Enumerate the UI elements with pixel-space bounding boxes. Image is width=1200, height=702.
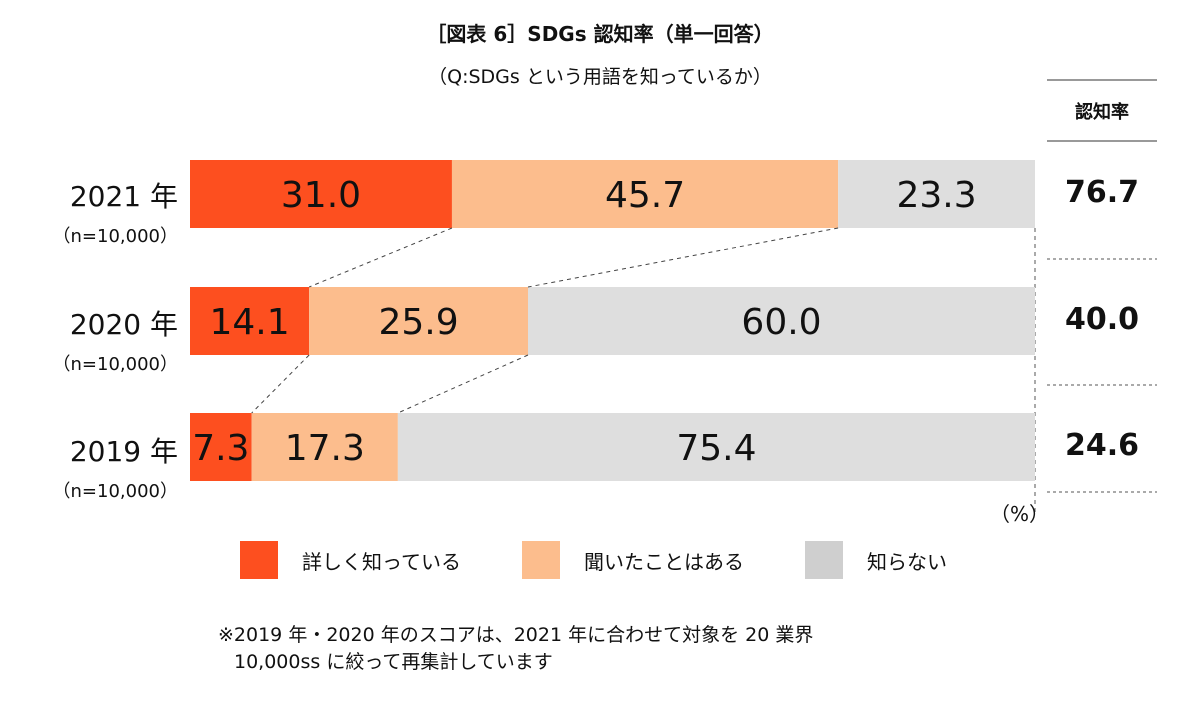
bar-2019-detail <box>190 413 252 481</box>
awareness-rate-2021: 76.7 <box>1064 175 1140 210</box>
connector-2020-2019-heard <box>397 354 529 414</box>
connector-2021-2020-detail <box>308 227 453 288</box>
bar-2019-unknown <box>397 413 1035 481</box>
data-label-2020-unknown: 60.0 <box>741 302 821 343</box>
connector-2021-2020-heard <box>527 227 839 288</box>
legend-label-detail: 詳しく知っている <box>302 549 461 574</box>
data-label-2021-unknown: 23.3 <box>896 175 976 216</box>
legend-swatch-heard <box>522 541 560 579</box>
data-label-2021-detail: 31.0 <box>281 175 361 216</box>
chart-title: ［図表 6］SDGs 認知率（単一回答） <box>426 22 774 46</box>
year-label-2021: 2021 年 <box>69 180 178 213</box>
data-label-2019-detail: 7.3 <box>192 428 249 469</box>
year-label-2019: 2019 年 <box>69 435 178 468</box>
bar-2019-heard <box>251 413 398 481</box>
year-label-2020: 2020 年 <box>69 308 178 341</box>
awareness-rate-2020: 40.0 <box>1064 302 1140 337</box>
legend-label-unknown: 知らない <box>867 549 947 574</box>
awareness-rate-header: 認知率 <box>1075 102 1129 123</box>
data-label-2019-heard: 17.3 <box>285 428 365 469</box>
data-label-2020-heard: 25.9 <box>378 302 458 343</box>
data-label-2020-detail: 14.1 <box>209 302 289 343</box>
bar-2020-detail <box>190 287 310 355</box>
legend-swatch-unknown <box>805 541 843 579</box>
legend-item-detail: 詳しく知っている <box>240 540 461 580</box>
data-label-2019-unknown: 75.4 <box>676 428 756 469</box>
sample-size-2021: （n=10,000） <box>52 226 178 247</box>
chart-subtitle: （Q:SDGs という用語を知っているか） <box>428 66 772 88</box>
legend-swatch-detail <box>240 541 278 579</box>
footnote-line-1: ※2019 年・2020 年のスコアは、2021 年に合わせて対象を 20 業界 <box>218 624 814 646</box>
connector-2020-2019-detail <box>251 354 310 414</box>
footnote: ※2019 年・2020 年のスコアは、2021 年に合わせて対象を 20 業界… <box>218 622 813 676</box>
footnote-line-2: 10,000ss に絞って再集計しています <box>234 651 553 673</box>
sample-size-2019: （n=10,000） <box>52 481 178 502</box>
unit-label: （%） <box>990 502 1050 526</box>
legend-item-unknown: 知らない <box>805 540 947 580</box>
bar-2020-heard <box>309 287 528 355</box>
sample-size-2020: （n=10,000） <box>52 354 178 375</box>
awareness-rate-2019: 24.6 <box>1064 428 1140 463</box>
legend-label-heard: 聞いたことはある <box>584 549 744 574</box>
bar-2021-unknown <box>838 160 1035 228</box>
data-label-2021-heard: 45.7 <box>605 175 685 216</box>
legend-item-heard: 聞いたことはある <box>522 540 744 580</box>
bar-2021-detail <box>190 160 452 228</box>
bar-2020-unknown <box>528 287 1035 355</box>
bar-2021-heard <box>451 160 839 228</box>
